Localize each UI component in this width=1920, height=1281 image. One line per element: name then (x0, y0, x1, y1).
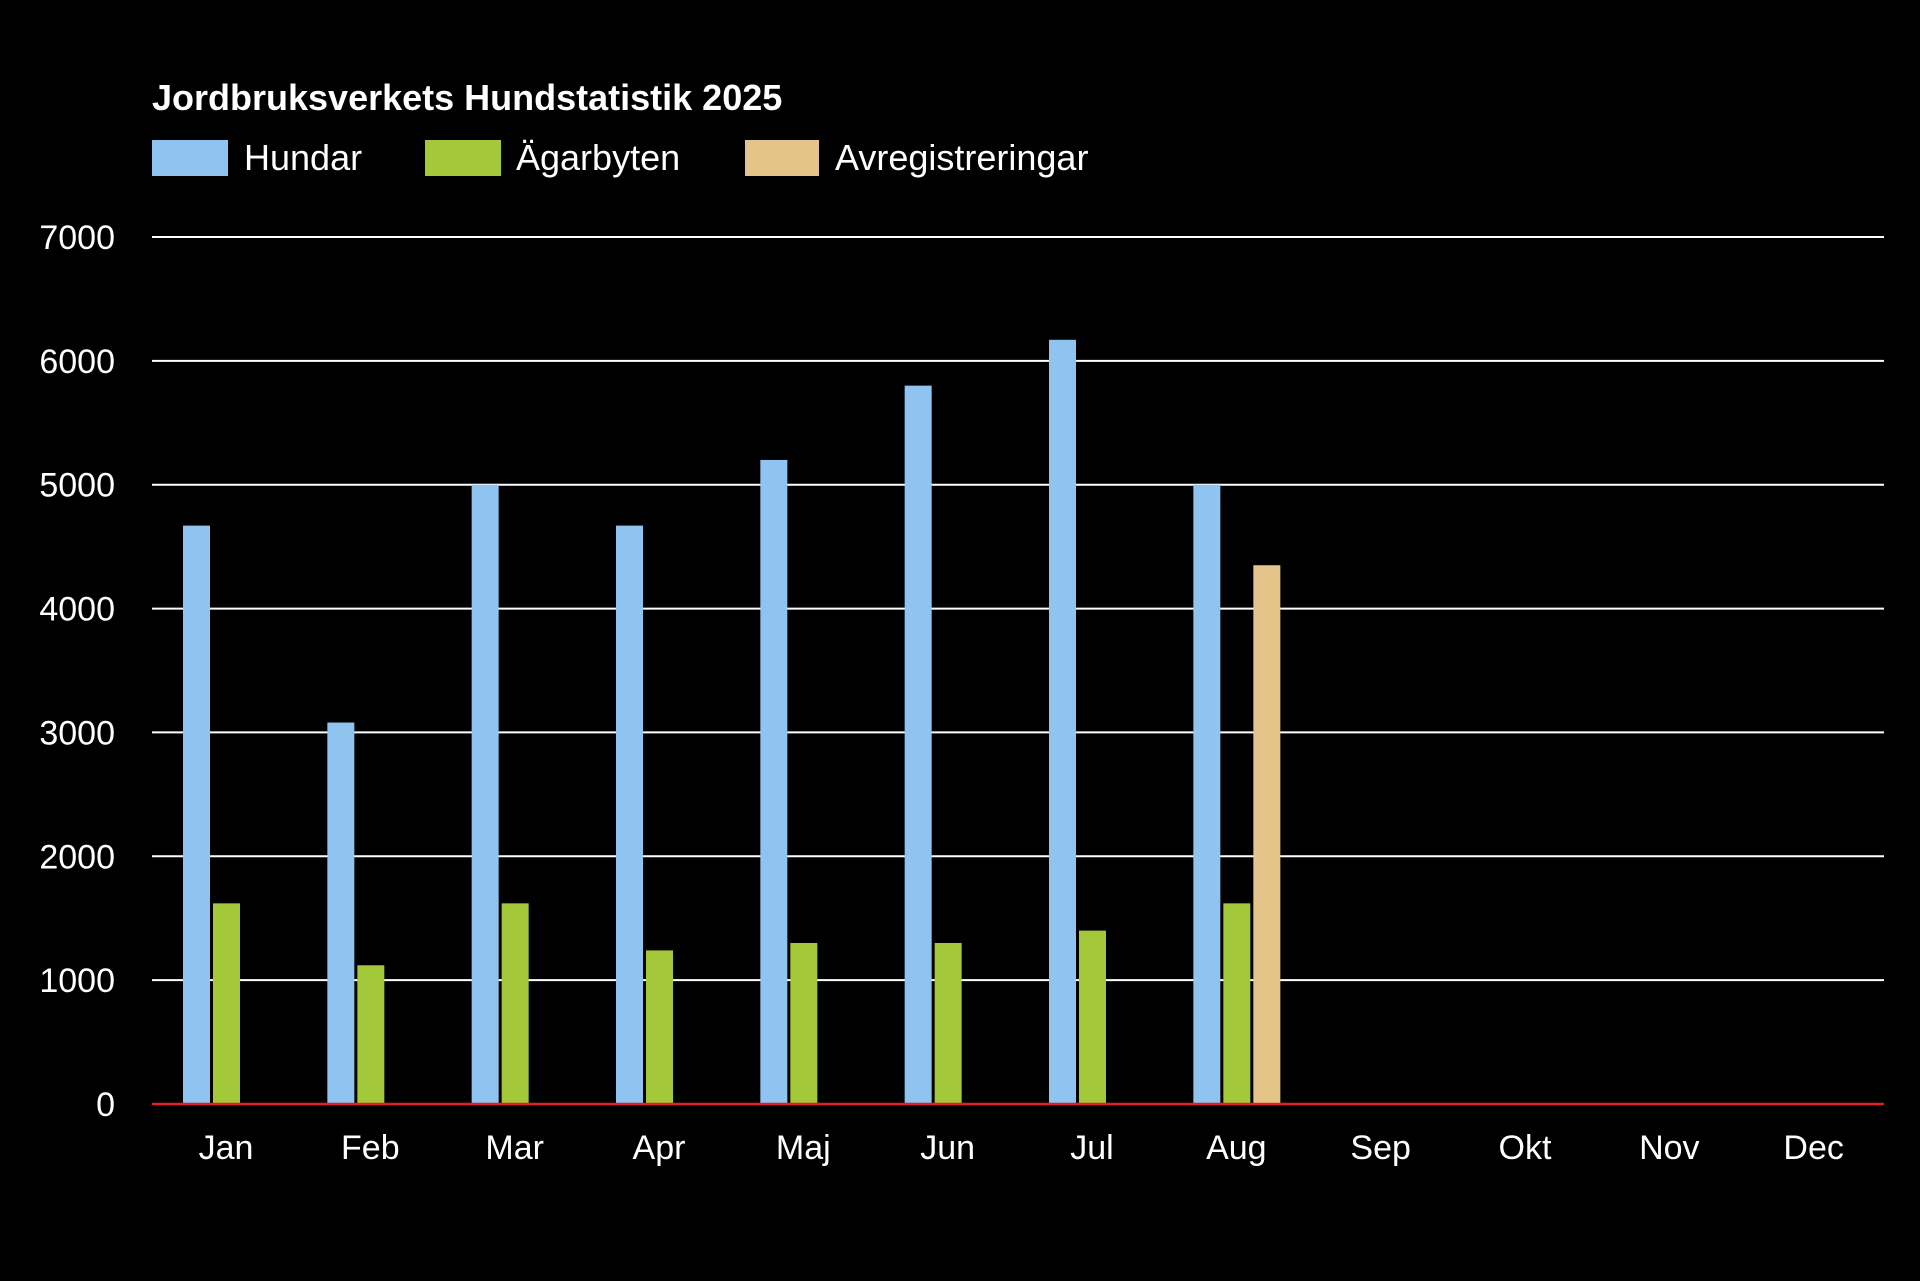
legend-swatch-agarbyten (425, 140, 501, 176)
legend-swatch-avregistreringar (745, 140, 819, 176)
x-tick-label: Aug (1206, 1129, 1267, 1167)
bar-hundar-jun (904, 385, 932, 1105)
x-tick-label: Sep (1350, 1129, 1411, 1167)
y-axis-ticks: 0 1000 2000 3000 4000 5000 6000 7000 (39, 219, 115, 1124)
x-tick-label: Feb (341, 1129, 400, 1167)
bar-ägarbyten-maj (790, 942, 818, 1104)
legend-label-agarbyten: Ägarbyten (516, 137, 680, 178)
bar-ägarbyten-aug (1223, 903, 1251, 1104)
x-tick-label: Jul (1070, 1129, 1113, 1167)
x-tick-label: Mar (485, 1129, 544, 1167)
bar-hundar-apr (616, 525, 643, 1104)
bar-avregistreringar-aug (1253, 565, 1281, 1104)
bar-hundar-jan (183, 525, 210, 1104)
bar-ägarbyten-feb (357, 965, 385, 1104)
bar-ägarbyten-jul (1079, 930, 1106, 1104)
bar-hundar-maj (760, 459, 788, 1104)
bars (183, 339, 1281, 1105)
gridlines (152, 236, 1884, 982)
bar-ägarbyten-mar (501, 903, 529, 1104)
legend-swatch-hundar (152, 140, 228, 176)
legend-item-hundar: Hundar (152, 137, 362, 178)
x-tick-label: Maj (776, 1129, 831, 1167)
bar-hundar-jul (1049, 339, 1076, 1105)
legend-item-agarbyten: Ägarbyten (425, 137, 680, 178)
bar-ägarbyten-jan (213, 903, 240, 1104)
x-tick-label: Jan (199, 1129, 254, 1167)
y-tick-label: 0 (96, 1086, 115, 1124)
y-tick-label: 5000 (39, 467, 115, 505)
bar-hundar-aug (1193, 484, 1221, 1104)
y-tick-label: 7000 (39, 219, 115, 257)
x-tick-label: Apr (633, 1129, 686, 1167)
bar-ägarbyten-jun (934, 942, 962, 1104)
y-tick-label: 4000 (39, 591, 115, 629)
x-axis-ticks: Jan Feb Mar Apr Maj Jun Jul Aug Sep Okt Nov Dec (199, 1129, 1844, 1167)
x-tick-label: Jun (920, 1129, 975, 1167)
legend: Hundar Ägarbyten Avregistreringar (152, 137, 1088, 178)
y-tick-label: 3000 (39, 714, 115, 752)
chart-title: Jordbruksverkets Hundstatistik 2025 (152, 77, 782, 118)
y-tick-label: 2000 (39, 838, 115, 876)
x-tick-label: Dec (1783, 1129, 1843, 1167)
y-tick-label: 6000 (39, 343, 115, 381)
bar-ägarbyten-apr (646, 950, 673, 1104)
bar-hundar-mar (471, 484, 499, 1104)
x-tick-label: Nov (1639, 1129, 1699, 1167)
legend-item-avregistreringar: Avregistreringar (745, 137, 1088, 178)
x-tick-label: Okt (1499, 1129, 1552, 1167)
bar-hundar-feb (327, 722, 355, 1104)
y-tick-label: 1000 (39, 962, 115, 1000)
legend-label-avregistreringar: Avregistreringar (835, 137, 1088, 178)
legend-label-hundar: Hundar (244, 137, 362, 178)
